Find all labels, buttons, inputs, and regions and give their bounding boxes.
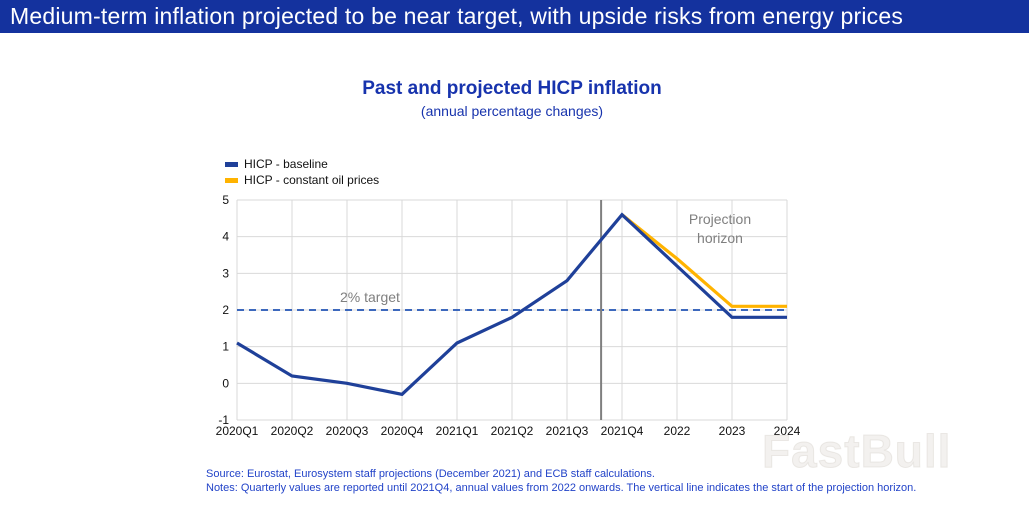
y-tick-label: 4 xyxy=(222,230,229,244)
x-tick-label: 2023 xyxy=(719,424,746,438)
header-banner: Medium-term inflation projected to be ne… xyxy=(0,0,1029,33)
x-tick-label: 2021Q1 xyxy=(436,424,479,438)
y-tick-label: 3 xyxy=(222,266,229,280)
series-hicp-constant-oil-prices xyxy=(621,213,787,308)
y-tick-label: -1 xyxy=(218,413,229,427)
methodology-note: Notes: Quarterly values are reported unt… xyxy=(206,482,917,494)
banner-title: Medium-term inflation projected to be ne… xyxy=(10,3,904,29)
source-note: Source: Eurostat, Eurosystem staff proje… xyxy=(206,468,655,480)
x-tick-label: 2020Q1 xyxy=(216,424,259,438)
legend-label: HICP - constant oil prices xyxy=(244,173,380,187)
footnotes: Source: Eurostat, Eurosystem staff proje… xyxy=(206,467,926,495)
legend-label: HICP - baseline xyxy=(244,157,328,171)
x-tick-label: 2021Q3 xyxy=(546,424,589,438)
chart-subtitle: (annual percentage changes) xyxy=(420,103,604,119)
legend-item-0: HICP - baseline xyxy=(225,158,379,171)
y-tick-label: 0 xyxy=(222,376,229,390)
projection-horizon-annotation: Projection horizon xyxy=(660,210,780,248)
projection-annotation-line1: Projection xyxy=(688,211,752,227)
chart-legend: HICP - baseline HICP - constant oil price… xyxy=(225,158,379,187)
series-hicp-baseline xyxy=(236,212,787,397)
y-tick-label: 5 xyxy=(222,193,229,207)
y-tick-label: 1 xyxy=(222,340,229,354)
projection-annotation-line2: horizon xyxy=(697,230,743,246)
x-tick-label: 2020Q2 xyxy=(271,424,314,438)
chart-title: Past and projected HICP inflation xyxy=(362,78,662,99)
legend-item-1: HICP - constant oil prices xyxy=(225,174,379,187)
x-tick-label: 2022 xyxy=(664,424,691,438)
x-tick-label: 2021Q4 xyxy=(601,424,644,438)
x-tick-label: 2020Q4 xyxy=(381,424,424,438)
legend-swatch xyxy=(225,178,238,183)
x-tick-label: 2021Q2 xyxy=(491,424,534,438)
y-tick-label: 2 xyxy=(222,303,229,317)
legend-swatch xyxy=(225,162,238,167)
target-annotation: 2% target xyxy=(340,289,400,305)
x-tick-label: 2020Q3 xyxy=(326,424,369,438)
x-tick-label: 2024 xyxy=(774,424,801,438)
